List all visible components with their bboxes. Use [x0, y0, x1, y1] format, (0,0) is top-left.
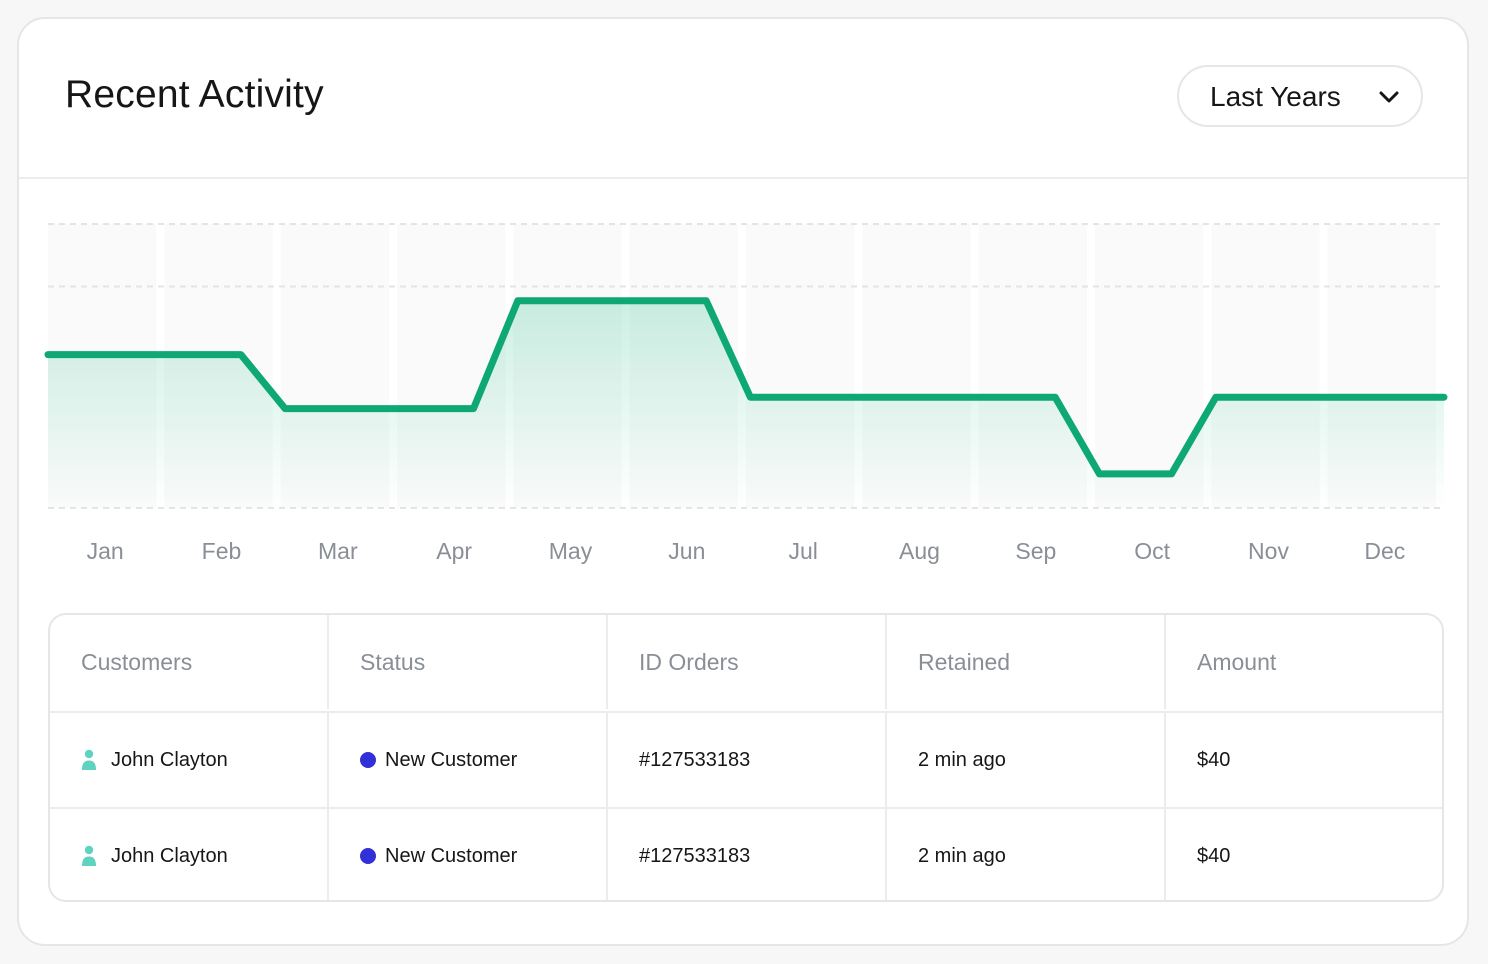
x-axis-label-oct: Oct [1134, 538, 1171, 564]
x-axis-label-sep: Sep [1015, 538, 1057, 564]
person-icon [82, 845, 96, 866]
person-icon [82, 749, 96, 770]
order-id-cell: #127533183 [608, 713, 887, 807]
range-select[interactable]: Last Years [1177, 65, 1423, 127]
activity-line [44, 297, 1448, 478]
activity-chart: Jan Feb Mar Apr May Jun Jul Aug Sep Oct Nov Dec [44, 223, 1448, 574]
column-header-customers[interactable]: Customers [50, 615, 329, 709]
retained-cell: 2 min ago [887, 713, 1166, 807]
page-title: Recent Activity [65, 73, 324, 116]
table-header-row: Customers Status ID Orders Retained Amou… [50, 615, 1442, 711]
range-select-value: Last Years [1210, 81, 1341, 112]
x-axis-label-dec: Dec [1364, 538, 1406, 564]
x-axis-label-feb: Feb [201, 538, 242, 564]
recent-activity-card: Recent Activity Last Years Jan Feb Mar Apr M… [17, 17, 1469, 946]
x-axis-label-aug: Aug [899, 538, 940, 564]
chevron-down-icon [1379, 91, 1399, 103]
customer-name: John Clayton [111, 748, 228, 771]
status-dot [360, 752, 376, 768]
activity-chart-svg [44, 223, 1448, 509]
card-header: Recent Activity Last Years [19, 19, 1467, 179]
table-row[interactable]: John Clayton New Customer #127533183 2 m… [50, 807, 1442, 900]
customer-cell: John Clayton [50, 713, 329, 807]
x-axis-label-may: May [548, 538, 593, 564]
status-label: New Customer [385, 844, 518, 867]
column-header-id-orders[interactable]: ID Orders [608, 615, 887, 709]
x-axis-label-jul: Jul [788, 538, 818, 564]
x-axis-label-mar: Mar [318, 538, 358, 564]
amount-cell: $40 [1197, 748, 1231, 771]
activity-table: Customers Status ID Orders Retained Amou… [48, 613, 1444, 902]
column-header-status[interactable]: Status [329, 615, 608, 709]
column-header-retained[interactable]: Retained [887, 615, 1166, 709]
table-row[interactable]: John Clayton New Customer #127533183 2 m… [50, 711, 1442, 809]
customer-cell: John Clayton [50, 809, 329, 900]
customer-name: John Clayton [111, 844, 228, 867]
status-cell: New Customer [329, 713, 608, 807]
x-axis-label-jun: Jun [668, 538, 706, 564]
status-label: New Customer [385, 748, 518, 771]
status-cell: New Customer [329, 809, 608, 900]
x-axis-label-nov: Nov [1248, 538, 1289, 564]
activity-area [48, 300, 1444, 508]
x-axis-label-apr: Apr [436, 538, 473, 564]
column-header-amount[interactable]: Amount [1197, 648, 1277, 675]
order-id-cell: #127533183 [608, 809, 887, 900]
x-axis-label-jan: Jan [86, 538, 124, 564]
retained-cell: 2 min ago [887, 809, 1166, 900]
status-dot [360, 848, 376, 864]
amount-cell: $40 [1197, 844, 1231, 867]
